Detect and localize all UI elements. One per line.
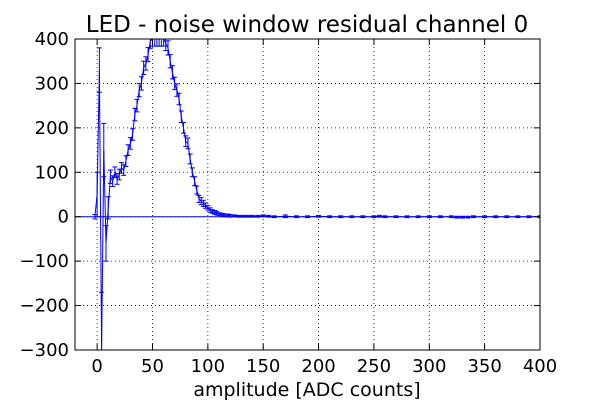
y-tick-label: 200 xyxy=(35,118,69,139)
plot-series xyxy=(75,39,540,350)
plot-area-frame xyxy=(74,38,541,351)
x-tick-label: 50 xyxy=(141,356,164,377)
y-tick-label: −100 xyxy=(20,251,69,272)
y-tick-label: 400 xyxy=(35,29,69,50)
x-tick-label: 200 xyxy=(301,356,335,377)
x-tick-label: 400 xyxy=(523,356,557,377)
x-tick-label: 0 xyxy=(91,356,102,377)
y-tick-label: −300 xyxy=(20,340,69,361)
x-tick-label: 350 xyxy=(467,356,501,377)
x-tick-label: 150 xyxy=(246,356,280,377)
chart-title: LED - noise window residual channel 0 xyxy=(86,12,528,38)
series-group xyxy=(75,39,540,350)
y-tick-label: 300 xyxy=(35,73,69,94)
axis-ticks xyxy=(75,38,541,351)
x-tick-label: 300 xyxy=(412,356,446,377)
y-tick-label: −200 xyxy=(20,296,69,317)
grid-lines xyxy=(75,39,540,350)
x-tick-label: 100 xyxy=(191,356,225,377)
x-tick-labels: 0 50 100 150 200 250 300 350 400 xyxy=(91,356,557,377)
series-line xyxy=(94,39,540,350)
x-tick-label: 250 xyxy=(357,356,391,377)
y-tick-labels: −300 −200 −100 0 100 200 300 400 xyxy=(20,29,69,361)
y-tick-label: 100 xyxy=(35,162,69,183)
x-axis-label: amplitude [ADC counts] xyxy=(193,379,420,400)
y-tick-label: 0 xyxy=(58,207,69,228)
